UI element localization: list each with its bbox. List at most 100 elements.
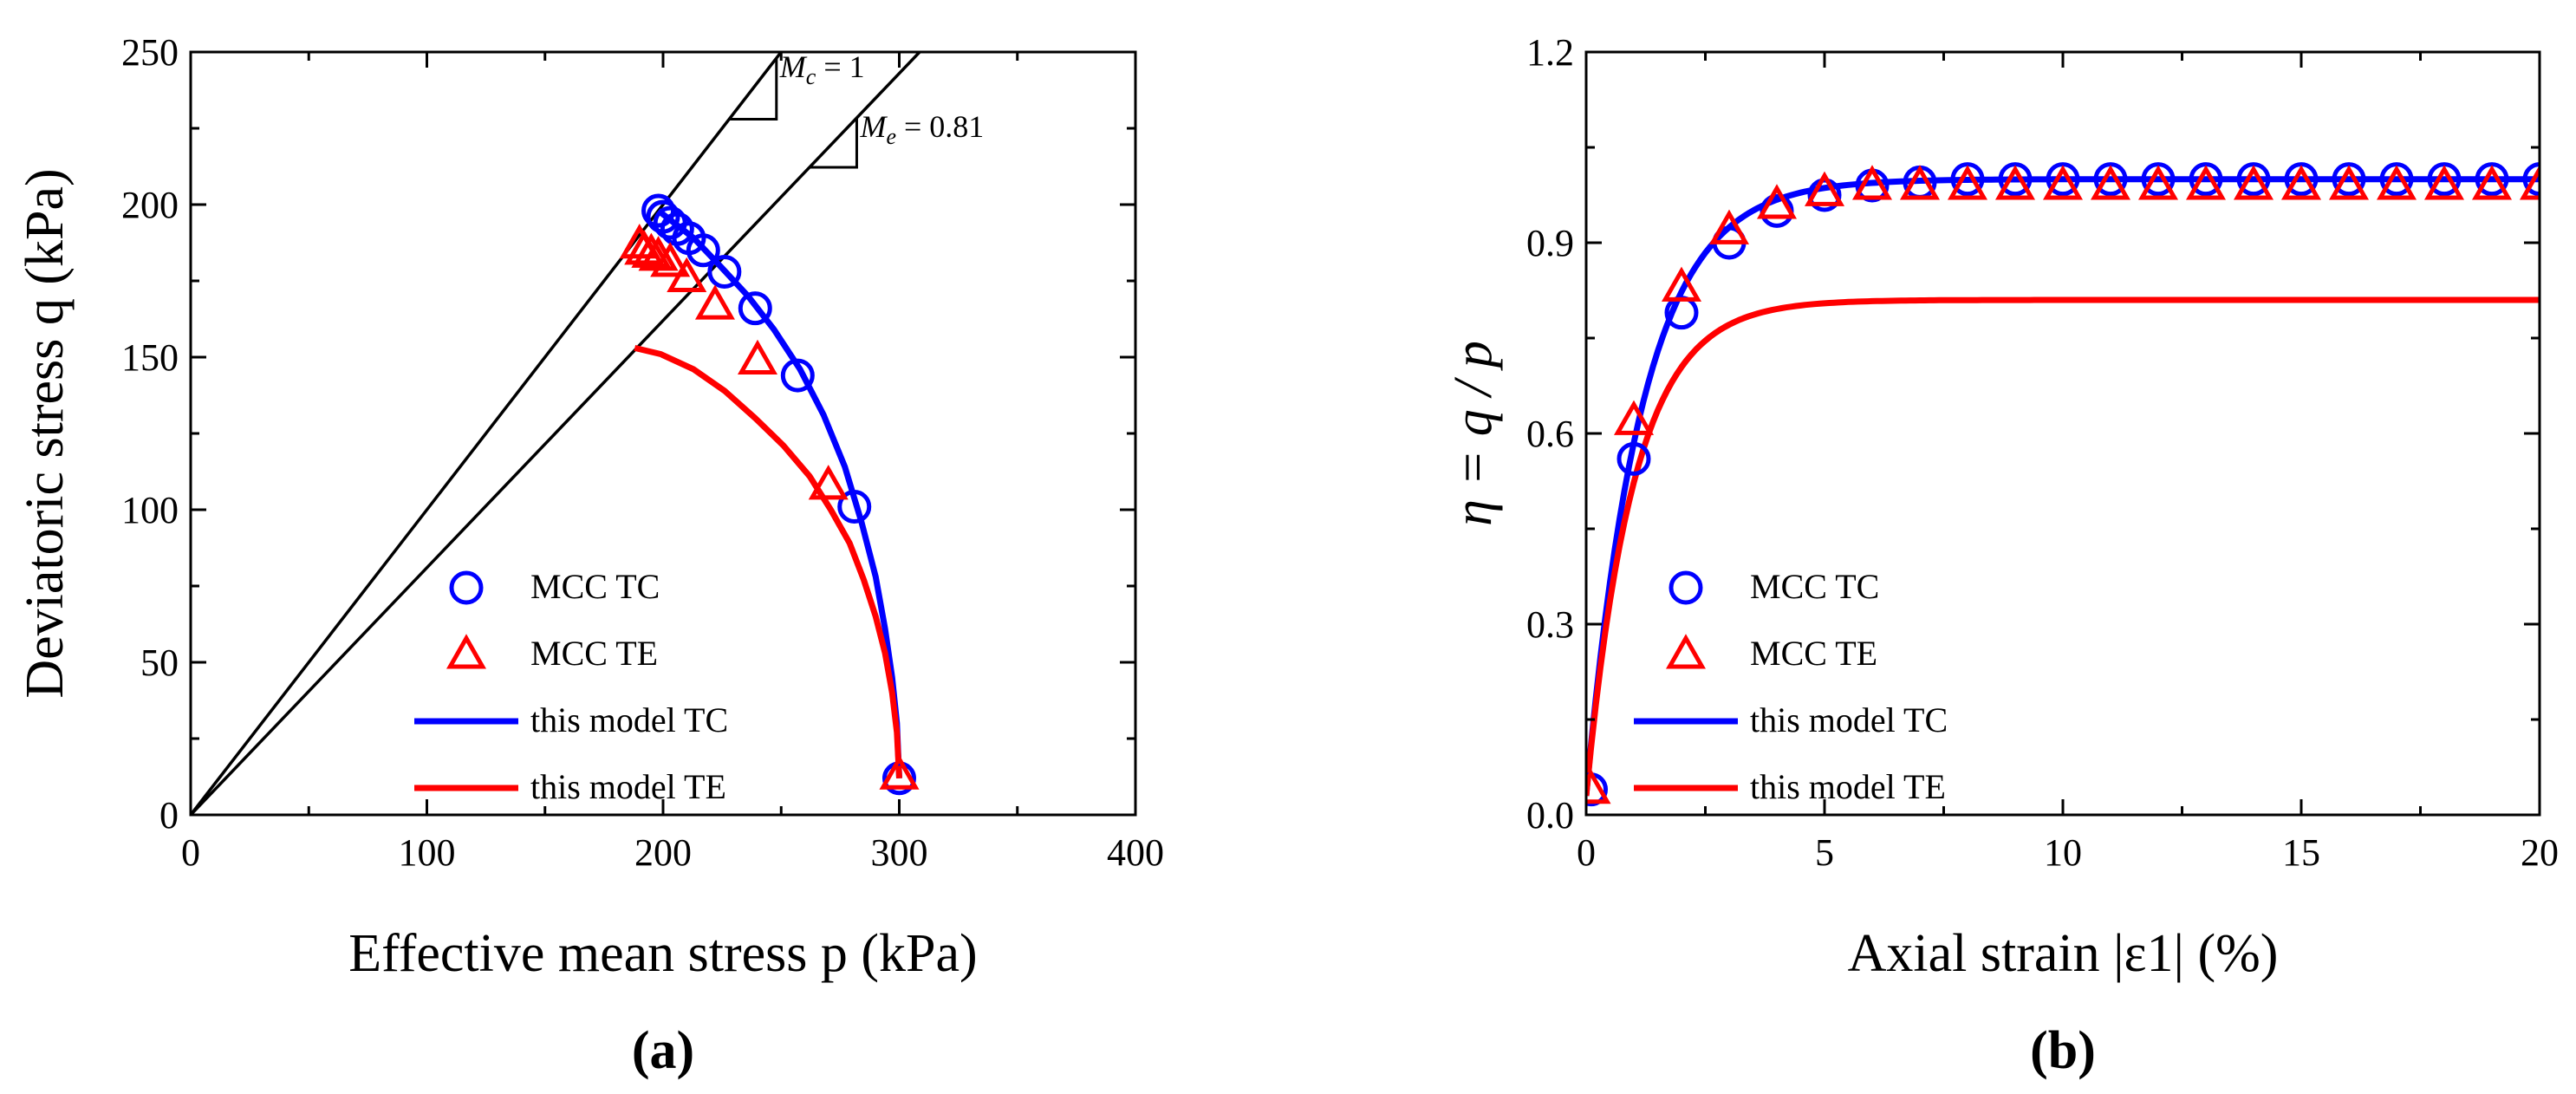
- data-point-mcc-tc: [2236, 162, 2271, 197]
- y-tick-label: 50: [140, 641, 179, 684]
- chart-a-plot: [191, 52, 922, 815]
- data-point-mcc-tc: [2189, 162, 2223, 197]
- x-tick-label: 400: [1107, 831, 1164, 874]
- series-line-this-model-te: [634, 344, 902, 778]
- y-tick-label: 250: [121, 31, 179, 74]
- chart-b-plot: [1586, 162, 2540, 807]
- chart-b-markers: [1586, 162, 2540, 807]
- data-point-mcc-tc: [1807, 178, 1842, 212]
- reference-line-mc: [191, 52, 784, 815]
- data-point-mcc-tc: [2141, 162, 2176, 197]
- chart-b-legend: MCC TC MCC TE this model TC this model TE: [1634, 567, 1948, 806]
- chart-a-markers: [619, 193, 920, 796]
- chart-b-panel-label: (b): [2030, 1021, 2096, 1080]
- data-point-mcc-tc: [707, 254, 742, 289]
- data-point-mcc-te: [2423, 165, 2465, 200]
- data-point-mcc-tc: [2522, 162, 2540, 197]
- data-point-mcc-te: [1851, 165, 1893, 200]
- data-point-mcc-te: [1586, 768, 1611, 804]
- chart-a-ylabel: Deviatoric stress q (kPa): [16, 168, 75, 698]
- slope-triangle-mc: [729, 58, 778, 120]
- data-point-mcc-te: [1947, 165, 1988, 200]
- legend-label: MCC TE: [1750, 634, 1877, 673]
- x-tick-label: 100: [399, 831, 456, 874]
- data-point-mcc-tc: [641, 193, 676, 228]
- x-tick-label: 10: [2044, 831, 2082, 874]
- slope-label-mc: Mc = 1: [779, 49, 865, 89]
- legend-symbol-mcc-te: [446, 634, 487, 669]
- legend-label: MCC TC: [530, 567, 660, 606]
- slope-label-me: Me = 0.81: [859, 109, 984, 149]
- data-point-mcc-tc: [653, 205, 687, 240]
- data-point-mcc-te: [1899, 165, 1941, 200]
- y-tick-label: 200: [121, 184, 179, 226]
- y-tick-label: 0.6: [1526, 413, 1574, 455]
- legend-label: this model TC: [530, 700, 728, 739]
- data-point-mcc-te: [1804, 171, 1845, 206]
- chart-a-legend: MCC TC MCC TE this model TC this model TE: [414, 567, 728, 806]
- y-tick-label: 0.0: [1526, 794, 1574, 837]
- y-tick-label: 0.9: [1526, 222, 1574, 264]
- legend-symbol-mcc-tc: [1669, 570, 1703, 605]
- legend-symbol-mcc-tc: [449, 570, 484, 605]
- slope-triangle-me: [809, 117, 858, 169]
- data-point-mcc-te: [808, 465, 849, 500]
- y-tick-label: 100: [121, 489, 179, 531]
- data-point-mcc-tc: [646, 199, 680, 234]
- data-point-mcc-tc: [2093, 162, 2128, 197]
- x-tick-label: 300: [871, 831, 928, 874]
- data-point-mcc-tc: [738, 291, 772, 326]
- data-point-mcc-te: [2376, 165, 2417, 200]
- data-point-mcc-tc: [1950, 162, 1985, 197]
- chart-b-xlabel: Axial strain |ε1| (%): [1848, 924, 2279, 983]
- chart-a: Mc = 1 Me = 0.81 0 100 200 300 400 0 50 100 150 20…: [16, 31, 1164, 1080]
- series-line-this-model-te: [1586, 296, 2540, 797]
- legend-label: this model TE: [530, 767, 726, 806]
- data-point-mcc-tc: [2332, 162, 2366, 197]
- chart-b-ylabel: η = q / p: [1444, 341, 1503, 526]
- y-tick-label: 1.2: [1526, 31, 1574, 74]
- chart-a-xlabel: Effective mean stress p (kPa): [348, 924, 977, 983]
- data-point-mcc-te: [1613, 400, 1655, 435]
- reference-line-me: [191, 52, 922, 815]
- data-point-mcc-te: [2328, 165, 2370, 200]
- x-tick-label: 0: [181, 831, 200, 874]
- data-point-mcc-tc: [2046, 162, 2080, 197]
- chart-a-annotations: Mc = 1 Me = 0.81: [729, 49, 984, 169]
- chart-b-ticks: 0 5 10 15 20 0.0 0.3 0.6 0.9 1.2: [1526, 31, 2559, 874]
- data-point-mcc-te: [2042, 165, 2084, 200]
- data-point-mcc-te: [1661, 266, 1702, 302]
- chart-a-panel-label: (a): [632, 1021, 694, 1080]
- data-point-mcc-te: [879, 754, 920, 790]
- legend-symbol-mcc-te: [1665, 634, 1707, 669]
- data-point-mcc-te: [2090, 165, 2131, 200]
- data-point-mcc-te: [619, 224, 660, 259]
- data-point-mcc-te: [2280, 165, 2322, 200]
- data-point-mcc-tc: [1998, 162, 2033, 197]
- x-tick-label: 5: [1815, 831, 1834, 874]
- chart-b: 0 5 10 15 20 0.0 0.3 0.6 0.9 1.2 Axial strain |ε1…: [1444, 31, 2559, 1080]
- data-point-mcc-te: [2185, 165, 2227, 200]
- series-line-this-model-tc: [1586, 176, 2540, 797]
- data-point-mcc-tc: [2379, 162, 2414, 197]
- data-point-mcc-te: [694, 284, 735, 320]
- data-point-mcc-tc: [2427, 162, 2462, 197]
- x-tick-label: 20: [2521, 831, 2559, 874]
- data-point-mcc-tc: [882, 761, 916, 796]
- chart-b-model-lines: [1586, 176, 2540, 797]
- data-point-mcc-te: [2519, 165, 2540, 200]
- data-point-mcc-te: [2233, 165, 2274, 200]
- data-point-mcc-te: [737, 339, 778, 375]
- data-point-mcc-te: [1994, 165, 2036, 200]
- legend-label: this model TE: [1750, 767, 1946, 806]
- legend-label: MCC TE: [530, 634, 658, 673]
- data-point-mcc-te: [631, 232, 672, 268]
- data-point-mcc-tc: [1617, 441, 1651, 476]
- x-tick-label: 200: [634, 831, 692, 874]
- x-tick-label: 0: [1577, 831, 1596, 874]
- data-point-mcc-tc: [780, 358, 815, 393]
- y-tick-label: 0: [159, 794, 179, 837]
- data-point-mcc-te: [2137, 165, 2179, 200]
- data-point-mcc-te: [1756, 184, 1798, 219]
- chart-a-ticks: 0 100 200 300 400 0 50 100 150 200 250: [121, 31, 1164, 874]
